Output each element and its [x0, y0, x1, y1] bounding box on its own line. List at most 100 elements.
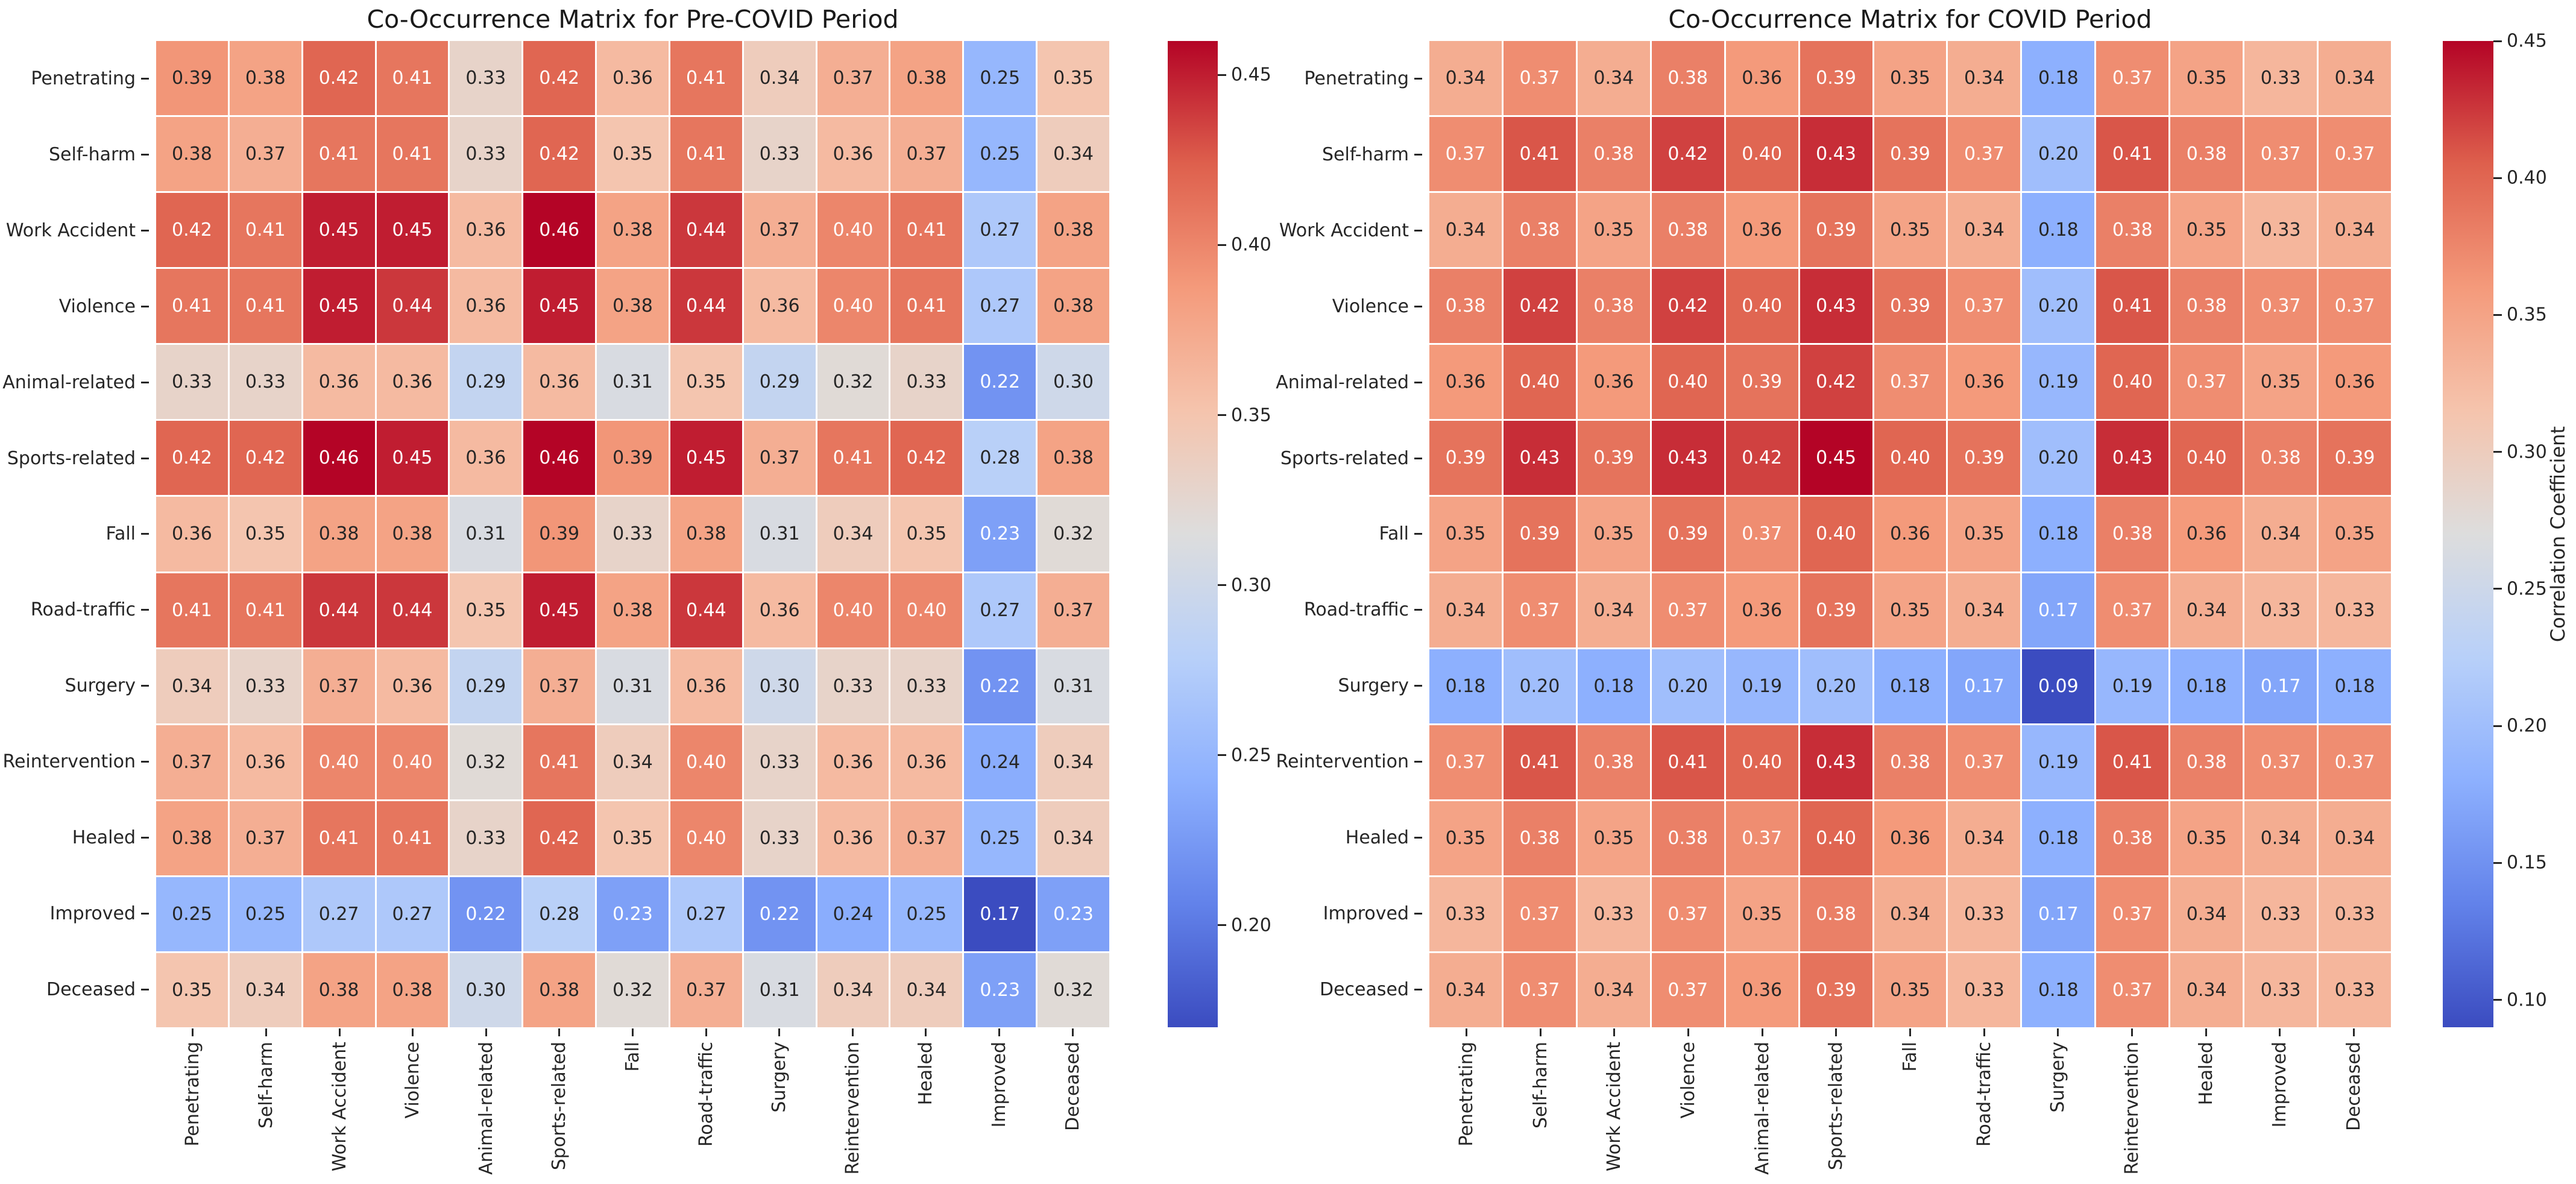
heatmap-cell: 0.36 — [817, 801, 889, 875]
heatmap-cell: 0.40 — [1800, 801, 1872, 875]
heatmap-cell: 0.37 — [670, 953, 742, 1027]
heatmap-cell: 0.34 — [2319, 41, 2391, 116]
heatmap-cell: 0.30 — [1038, 345, 1109, 420]
heatmap-cell: 0.37 — [890, 117, 963, 192]
y-axis-label: Healed — [0, 799, 149, 875]
x-tick-mark — [1909, 1028, 1911, 1036]
heatmap-cell: 0.34 — [1948, 801, 2021, 875]
y-axis-label-text: Surgery — [1338, 675, 1409, 697]
colorbar-tick — [1218, 924, 1226, 927]
heatmap-cell: 0.39 — [597, 421, 669, 496]
heatmap-cell: 0.18 — [2022, 497, 2095, 572]
heatmap-cell: 0.38 — [1651, 193, 1724, 268]
heatmap-cell: 0.37 — [890, 801, 963, 875]
colorbar-axis-label: Correlation Coefficient — [2546, 426, 2569, 643]
heatmap-cell: 0.41 — [670, 41, 742, 116]
heatmap-cell: 0.37 — [2244, 269, 2317, 344]
heatmap-cell: 0.42 — [1725, 421, 1798, 496]
y-tick-mark — [1414, 230, 1422, 232]
heatmap-cell: 0.38 — [2096, 497, 2169, 572]
y-axis-label: Animal-related — [1273, 344, 1422, 420]
y-axis-label-text: Healed — [72, 827, 136, 848]
y-tick-mark — [141, 154, 149, 156]
y-axis-label-text: Work Accident — [1279, 220, 1409, 242]
y-axis-label-text: Sports-related — [7, 447, 136, 469]
heatmap-cell: 0.35 — [1874, 573, 1947, 647]
x-tick-mark — [2131, 1028, 2134, 1036]
heatmap-cell: 0.36 — [817, 725, 889, 799]
colorbar-gradient — [1168, 41, 1218, 1027]
heatmap-cell: 0.32 — [1038, 497, 1109, 572]
heatmap-cell: 0.41 — [523, 725, 596, 799]
heatmap-cell: 0.37 — [1503, 573, 1576, 647]
heatmap-cell: 0.45 — [523, 573, 596, 647]
y-tick-mark — [141, 78, 149, 80]
y-axis-label-text: Self-harm — [1321, 144, 1409, 166]
y-axis-label: Improved — [0, 875, 149, 951]
x-axis-label: Improved — [2243, 1028, 2317, 1183]
x-tick-mark — [1983, 1028, 1985, 1036]
heatmap-cell: 0.37 — [2096, 573, 2169, 647]
heatmap-cell: 0.33 — [450, 801, 522, 875]
heatmap-cell: 0.35 — [229, 497, 301, 572]
heatmap-cell: 0.34 — [229, 953, 301, 1027]
x-axis-label: Healed — [889, 1028, 963, 1183]
x-axis-label-text: Reintervention — [842, 1042, 863, 1175]
colorbar-tick — [2493, 177, 2502, 179]
heatmap-cell: 0.19 — [2096, 649, 2169, 723]
heatmap-cell: 0.37 — [1725, 801, 1798, 875]
heatmap-cell: 0.34 — [1429, 193, 1502, 268]
x-axis-label: Work Accident — [1577, 1028, 1651, 1183]
y-axis-label: Deceased — [0, 951, 149, 1027]
y-axis-label-text: Work Accident — [5, 220, 136, 242]
heatmap-cell: 0.39 — [156, 41, 228, 116]
x-axis-label-text: Healed — [915, 1042, 937, 1106]
x-axis-label: Surgery — [743, 1028, 816, 1183]
heatmap-cell: 0.33 — [1577, 877, 1650, 951]
heatmap-cell: 0.37 — [523, 649, 596, 723]
heatmap-cell: 0.09 — [2022, 649, 2095, 723]
heatmap-grid-covid: 0.34 0.37 0.34 0.38 0.36 0.39 0.35 0.34 0.18 0.37… — [1429, 41, 2391, 1027]
y-axis-label: Animal-related — [0, 344, 149, 420]
heatmap-cell: 0.17 — [1948, 649, 2021, 723]
colorbar-gradient — [2443, 41, 2493, 1027]
y-tick-mark — [1414, 988, 1422, 990]
heatmap-cell: 0.18 — [2319, 649, 2391, 723]
heatmap-cell: 0.39 — [1503, 497, 1576, 572]
x-axis-label: Road-traffic — [1947, 1028, 2021, 1183]
heatmap-cell: 0.41 — [1651, 725, 1724, 799]
heatmap-cell: 0.30 — [743, 649, 816, 723]
y-axis-label: Improved — [1273, 875, 1422, 951]
heatmap-cell: 0.37 — [2096, 877, 2169, 951]
y-axis-label: Violence — [1273, 269, 1422, 345]
y-axis-label-text: Healed — [1345, 827, 1409, 848]
heatmap-cell: 0.37 — [2170, 345, 2243, 420]
chart-title-covid: Co-Occurrence Matrix for COVID Period — [1668, 5, 2152, 34]
x-tick-mark — [1539, 1028, 1542, 1036]
heatmap-cell: 0.31 — [743, 953, 816, 1027]
heatmap-cell: 0.36 — [743, 269, 816, 344]
colorbar-pre-covid: 0.45 0.40 0.35 0.30 0.25 0.20 — [1168, 41, 1271, 1027]
y-axis-labels: Penetrating Self-harm Work Accident Violenc… — [1273, 41, 1422, 1027]
heatmap-cell: 0.35 — [1725, 877, 1798, 951]
heatmap-cell: 0.18 — [2022, 801, 2095, 875]
heatmap-cell: 0.17 — [2244, 649, 2317, 723]
heatmap-cell: 0.42 — [1651, 269, 1724, 344]
colorbar-tick-label: 0.40 — [2507, 167, 2547, 189]
colorbar-tick — [2493, 999, 2502, 1001]
x-tick-mark — [192, 1028, 194, 1036]
heatmap-cell: 0.33 — [2319, 953, 2391, 1027]
x-axis-label: Penetrating — [156, 1028, 230, 1183]
heatmap-cell: 0.38 — [1503, 193, 1576, 268]
heatmap-cell: 0.46 — [523, 193, 596, 268]
heatmap-cell: 0.28 — [523, 877, 596, 951]
heatmap-cell: 0.38 — [376, 497, 449, 572]
heatmap-cell: 0.36 — [376, 345, 449, 420]
heatmap-cell: 0.38 — [156, 801, 228, 875]
y-tick-mark — [141, 230, 149, 232]
x-axis-label: Violence — [1651, 1028, 1725, 1183]
heatmap-cell: 0.44 — [670, 573, 742, 647]
heatmap-cell: 0.25 — [964, 41, 1036, 116]
heatmap-cell: 0.36 — [303, 345, 375, 420]
y-axis-label: Self-harm — [1273, 117, 1422, 193]
